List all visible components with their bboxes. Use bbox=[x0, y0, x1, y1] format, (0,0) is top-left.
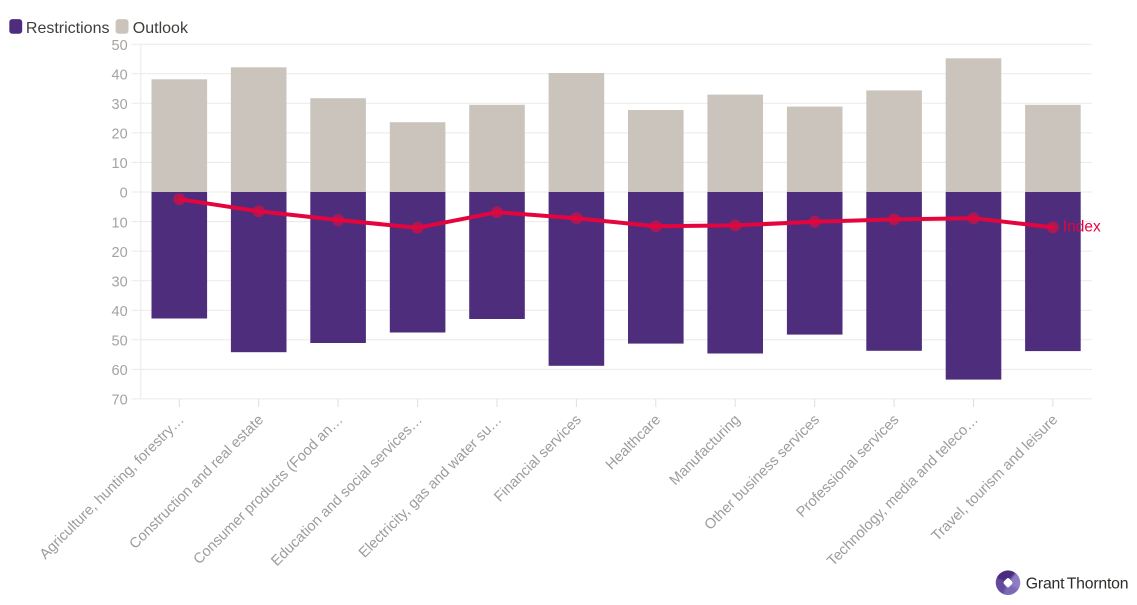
svg-text:50: 50 bbox=[112, 38, 128, 54]
svg-text:30: 30 bbox=[112, 274, 128, 290]
svg-text:Restrictions: Restrictions bbox=[26, 20, 110, 37]
svg-text:40: 40 bbox=[112, 68, 128, 84]
svg-text:Outlook: Outlook bbox=[133, 20, 189, 37]
svg-text:10: 10 bbox=[112, 215, 128, 231]
svg-text:50: 50 bbox=[112, 334, 128, 350]
svg-text:Index: Index bbox=[1063, 219, 1101, 236]
svg-text:20: 20 bbox=[112, 245, 128, 261]
svg-text:20: 20 bbox=[112, 127, 128, 143]
svg-text:10: 10 bbox=[112, 156, 128, 172]
svg-text:0: 0 bbox=[120, 186, 128, 202]
svg-text:70: 70 bbox=[112, 393, 128, 409]
svg-text:40: 40 bbox=[112, 304, 128, 320]
svg-text:60: 60 bbox=[112, 363, 128, 379]
svg-text:30: 30 bbox=[112, 97, 128, 113]
